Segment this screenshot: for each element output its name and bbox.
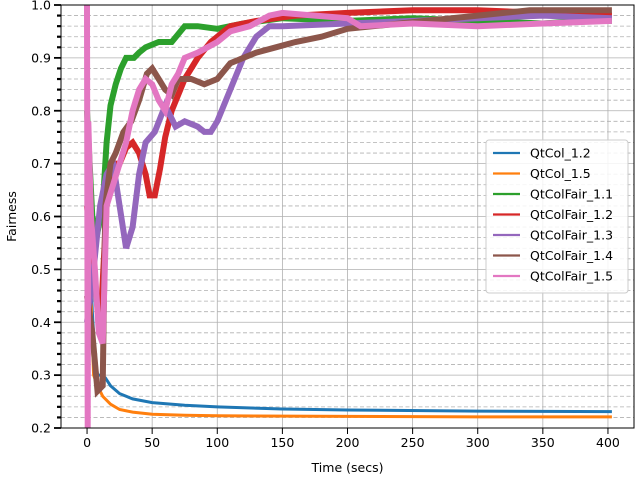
x-tick-label: 0	[83, 435, 91, 450]
x-tick-label: 250	[401, 435, 425, 450]
y-tick-label: 0.5	[31, 262, 51, 277]
x-tick-label: 350	[531, 435, 555, 450]
legend-label: QtColFair_1.4	[530, 248, 613, 263]
y-tick-label: 0.9	[31, 50, 51, 65]
x-tick-label: 150	[270, 435, 294, 450]
x-tick-label: 300	[466, 435, 490, 450]
x-axis-title: Time (secs)	[311, 460, 384, 475]
y-axis-title: Fairness	[4, 191, 19, 242]
legend-label: QtColFair_1.3	[530, 228, 613, 243]
x-tick-label: 50	[144, 435, 160, 450]
y-tick-label: 0.8	[31, 103, 51, 118]
legend-label: QtCol_1.2	[530, 146, 591, 161]
legend-label: QtColFair_1.2	[530, 207, 613, 222]
y-tick-label: 0.6	[31, 209, 51, 224]
y-axis-ticks: 0.2 0.3 0.4 0.5 0.6 0.7 0.8 0.9 1.0	[31, 0, 61, 436]
legend-label: QtColFair_1.1	[530, 187, 613, 202]
y-tick-label: 0.7	[31, 156, 51, 171]
series-line-QtColFair_1.5	[84, 4, 613, 429]
y-tick-label: 0.2	[31, 421, 51, 436]
legend-label: QtCol_1.5	[530, 166, 591, 181]
y-tick-label: 0.4	[31, 315, 51, 330]
x-tick-label: 400	[596, 435, 620, 450]
y-tick-label: 0.3	[31, 368, 51, 383]
x-tick-label: 100	[205, 435, 229, 450]
legend-box	[485, 139, 629, 294]
series-line-QtColFair_1.3	[84, 12, 613, 323]
legend-label: QtColFair_1.5	[530, 269, 613, 284]
legend: QtCol_1.2 QtCol_1.5 QtColFair_1.1 QtColFair…	[485, 139, 629, 294]
x-axis-ticks: 0 50 100 150 200 250 300 350 400	[83, 428, 620, 450]
y-tick-label: 1.0	[31, 0, 51, 13]
x-tick-label: 200	[336, 435, 360, 450]
series-layer	[84, 4, 613, 429]
